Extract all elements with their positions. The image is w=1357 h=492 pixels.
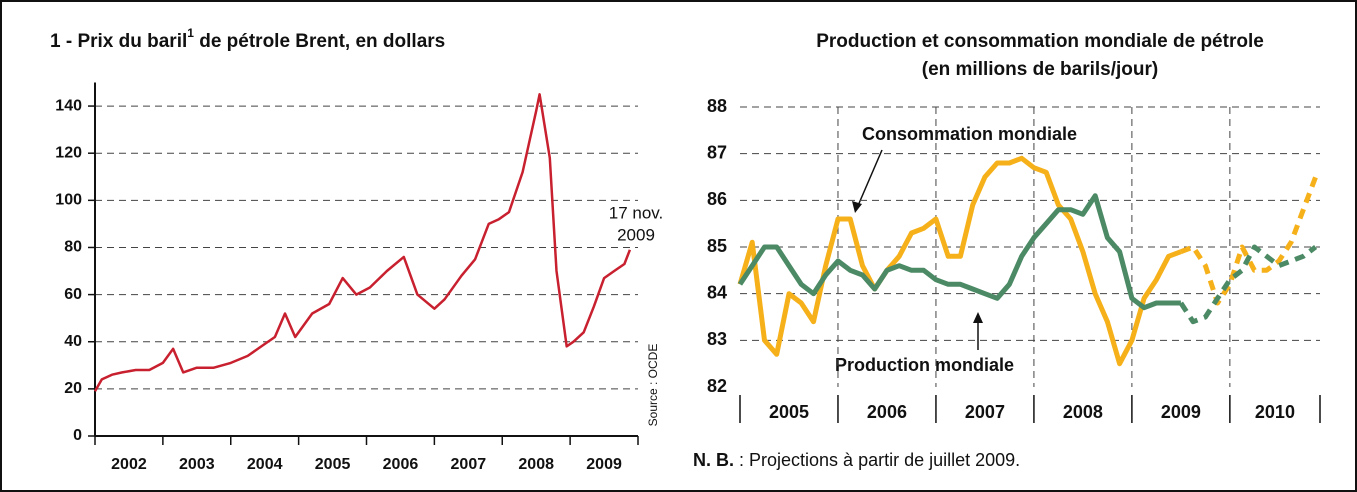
y-tick-label: 87 — [707, 142, 727, 162]
x-tick-label: 2009 — [1161, 402, 1201, 422]
series-line — [93, 93, 632, 392]
chart-title: 1 - Prix du baril1 de pétrole Brent, en … — [50, 26, 445, 52]
chart-subtitle: (en millions de barils/jour) — [922, 59, 1158, 80]
x-tick-label: 2007 — [451, 456, 487, 473]
y-tick-label: 60 — [64, 286, 82, 303]
x-tick-label: 2004 — [247, 456, 283, 473]
y-tick-label: 140 — [55, 97, 82, 114]
x-tick-label: 2008 — [518, 456, 554, 473]
arrow — [856, 149, 883, 209]
x-tick-label: 2005 — [769, 402, 809, 422]
series-line — [737, 193, 1181, 311]
note-label: N. B. — [693, 450, 734, 470]
y-tick-label: 84 — [707, 282, 727, 302]
series-label: Production mondiale — [835, 355, 1014, 375]
series-label: Consommation mondiale — [862, 124, 1077, 144]
x-tick-label: 2006 — [383, 456, 419, 473]
x-tick-label: 2007 — [965, 402, 1005, 422]
source: Source : OCDE — [646, 344, 660, 427]
x-tick-label: 2008 — [1063, 402, 1103, 422]
arrow-head — [973, 312, 983, 323]
y-tick-label: 100 — [55, 192, 82, 209]
arrow-head — [852, 201, 862, 213]
x-tick-label: 2005 — [315, 456, 351, 473]
y-tick-label: 80 — [64, 239, 82, 256]
y-tick-label: 82 — [707, 376, 727, 396]
x-tick-label: 2002 — [111, 456, 147, 473]
x-tick-label: 2003 — [179, 456, 215, 473]
series-line — [737, 155, 1182, 367]
y-tick-label: 20 — [64, 380, 82, 397]
series-line — [1180, 176, 1318, 306]
y-tick-label: 120 — [55, 144, 82, 161]
y-tick-label: 40 — [64, 333, 82, 350]
y-tick-label: 0 — [73, 427, 82, 444]
annotation: 2009 — [617, 225, 655, 244]
title-part: 1 - Prix du baril — [50, 31, 187, 52]
title-superscript: 1 — [187, 26, 194, 40]
y-tick-label: 85 — [707, 236, 727, 256]
series-line — [1178, 244, 1318, 325]
note: N. B. : Projections à partir de juillet … — [693, 450, 1020, 470]
title-part: de pétrole Brent, en dollars — [194, 31, 445, 52]
annotation: 17 nov. — [609, 203, 664, 222]
note-text: : Projections à partir de juillet 2009. — [734, 450, 1020, 470]
y-tick-label: 88 — [707, 96, 727, 116]
x-tick-label: 2009 — [586, 456, 622, 473]
y-tick-label: 86 — [707, 189, 727, 209]
x-tick-label: 2006 — [867, 402, 907, 422]
chart-title: Production et consommation mondiale de p… — [816, 31, 1264, 52]
y-tick-label: 83 — [707, 329, 727, 349]
x-tick-label: 2010 — [1255, 402, 1295, 422]
